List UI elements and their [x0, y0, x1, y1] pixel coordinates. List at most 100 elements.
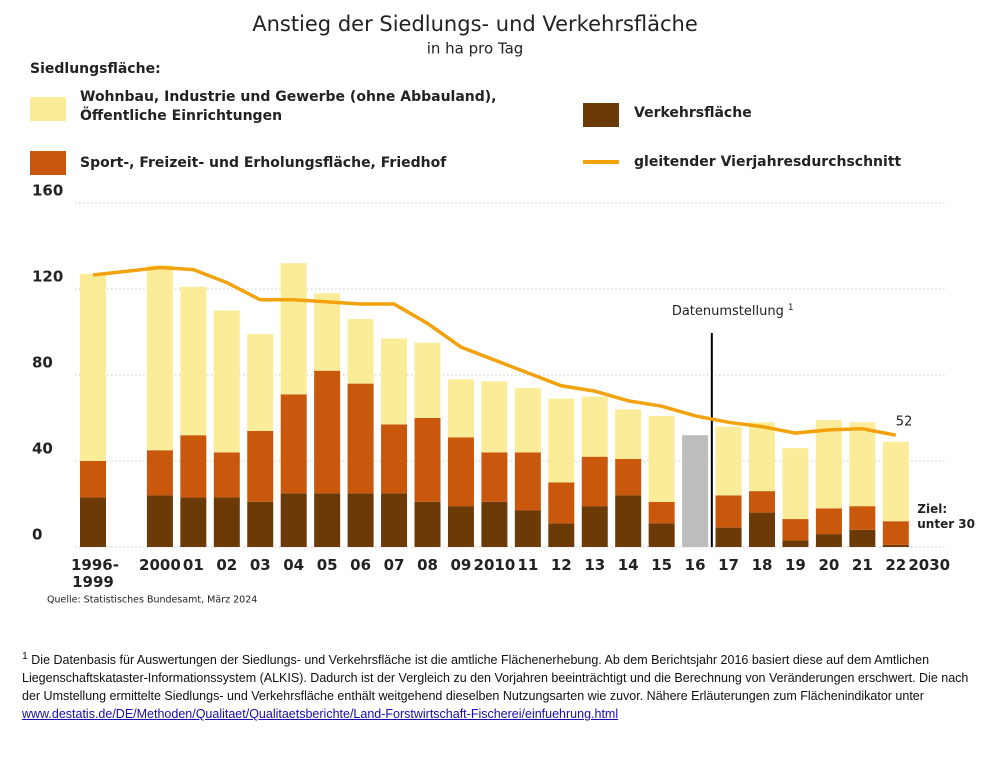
- y-tick-label: 0: [32, 526, 42, 544]
- x-tick-label: 15: [651, 556, 673, 574]
- bar-segment: [247, 430, 274, 502]
- bar-segment: [581, 396, 608, 457]
- bar-segment: [882, 521, 909, 545]
- bar-segment: [381, 424, 408, 494]
- bar-segment: [280, 493, 307, 547]
- x-tick-label: 14: [617, 556, 639, 574]
- bar-segment: [381, 493, 408, 547]
- x-tick-label: 17: [718, 556, 739, 574]
- break-marker: 1: [788, 303, 794, 313]
- bar-segment: [682, 435, 709, 547]
- break-label: Datenumstellung 1: [672, 303, 794, 319]
- x-tick-label: 2010: [473, 556, 516, 574]
- x-tick-label: 20: [818, 556, 840, 574]
- x-tick-label: 1996-1999: [71, 556, 119, 591]
- bar-segment: [146, 265, 173, 451]
- x-tick-label: 22: [885, 556, 907, 574]
- footnote: 1 Die Datenbasis für Auswertungen der Si…: [22, 648, 972, 723]
- bar-segment: [481, 452, 508, 502]
- footnote-text: Die Datenbasis für Auswertungen der Sied…: [22, 653, 969, 704]
- x-tick-label: 01: [182, 556, 204, 574]
- bar-segment: [849, 506, 876, 530]
- bar-segment: [648, 501, 675, 524]
- bar-segment: [615, 409, 642, 459]
- bar-segment: [648, 523, 675, 547]
- x-tick-label: 06: [350, 556, 372, 574]
- bar-segment: [447, 437, 474, 507]
- bar-segment: [815, 420, 842, 509]
- x-tick-label: 16: [684, 556, 706, 574]
- bar-segment: [749, 512, 775, 547]
- bar-segment: [882, 544, 909, 547]
- bar-segment: [447, 379, 474, 438]
- x-tick-label: 2030: [908, 556, 951, 574]
- footnote-marker: 1: [22, 651, 28, 662]
- bar-segment: [581, 506, 608, 547]
- line: [92, 265, 897, 437]
- legend-swatch: [583, 103, 619, 127]
- bar-segment: [514, 387, 541, 453]
- bar-segment: [146, 495, 173, 547]
- bar-segment: [80, 497, 106, 547]
- bar-segment: [849, 422, 876, 507]
- bar-segment: [280, 263, 307, 395]
- bar-segment: [782, 519, 809, 541]
- source: Quelle: Statistisches Bundesamt, März 20…: [47, 595, 257, 606]
- bar-segment: [180, 435, 207, 498]
- legend-label: Verkehrsfläche: [634, 105, 752, 121]
- y-tick-label: 80: [32, 354, 53, 372]
- legend-label: gleitender Vierjahresdurchschnitt: [634, 154, 902, 170]
- x-tick-label: 19: [785, 556, 806, 574]
- legend-label: Wohnbau, Industrie und Gewerbe (ohne Abb…: [80, 89, 497, 124]
- bar-segment: [213, 310, 240, 453]
- bar-segment: [247, 334, 274, 431]
- x-tick-label: 07: [383, 556, 405, 574]
- bar-segment: [213, 497, 240, 547]
- bar-segment: [782, 448, 809, 520]
- legend-swatch: [30, 151, 66, 175]
- chart: Anstieg der Siedlungs- und Verkehrsfläch…: [30, 12, 945, 606]
- bar-segment: [882, 441, 909, 522]
- bar-segment: [314, 293, 341, 371]
- bar-segment: [715, 426, 742, 496]
- break-text: Datenumstellung: [672, 304, 784, 319]
- bar-segment: [347, 319, 374, 384]
- bar-segment: [648, 415, 675, 502]
- y-tick-label: 40: [32, 440, 53, 458]
- bar-segment: [749, 422, 775, 492]
- x-tick-label: 09: [450, 556, 472, 574]
- bar-segment: [314, 370, 341, 494]
- bar-segment: [381, 338, 408, 425]
- legend-swatch: [30, 97, 66, 121]
- legend-title: Siedlungsfläche:: [30, 61, 161, 77]
- x-tick-label: 21: [851, 556, 873, 574]
- x-tick-label: 05: [316, 556, 338, 574]
- x-tick-label: 03: [249, 556, 271, 574]
- target-label: Ziel: unter 30: [917, 502, 976, 531]
- bar-segment: [247, 501, 274, 547]
- x-tick-label: 2000: [139, 556, 181, 574]
- bar-segment: [749, 491, 775, 513]
- x-tick-label: 02: [216, 556, 238, 574]
- value-label: 52: [896, 415, 913, 430]
- bar-segment: [548, 398, 575, 483]
- bar-segment: [347, 383, 374, 494]
- bar-segment: [514, 452, 541, 511]
- bar-segment: [280, 394, 307, 494]
- x-tick-label: 11: [517, 556, 539, 574]
- bar-segment: [581, 456, 608, 507]
- bar-segment: [80, 461, 106, 498]
- bar-segment: [514, 510, 541, 547]
- x-tick-label: 08: [417, 556, 438, 574]
- bar-segment: [80, 273, 106, 461]
- bar-segment: [414, 342, 441, 418]
- footnote-link[interactable]: www.destatis.de/DE/Methoden/Qualitaet/Qu…: [22, 707, 619, 722]
- bar-segment: [146, 450, 173, 496]
- bar-segment: [548, 482, 575, 524]
- legend-label: Sport-, Freizeit- und Erholungsfläche, F…: [80, 155, 447, 171]
- bar-segment: [782, 540, 809, 547]
- x-tick-label: 18: [751, 556, 773, 574]
- chart-title: Anstieg der Siedlungs- und Verkehrsfläch…: [252, 12, 698, 36]
- bar-segment: [615, 458, 642, 496]
